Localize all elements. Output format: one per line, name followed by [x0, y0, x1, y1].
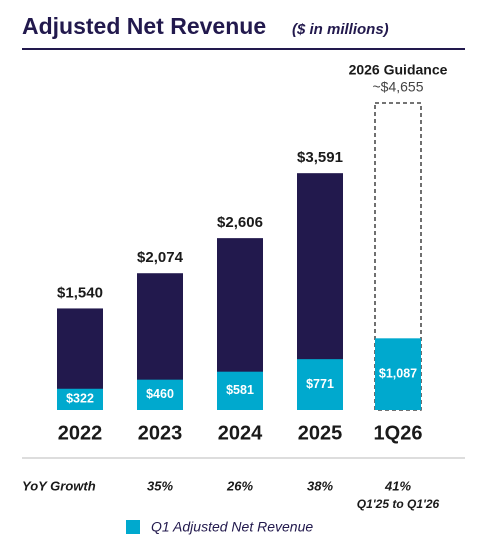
x-tick-label: 2022 [58, 422, 103, 444]
chart-title: Adjusted Net Revenue [22, 13, 266, 39]
x-tick-label: 2025 [298, 422, 343, 444]
annotation: 2026 Guidance [349, 62, 448, 78]
growth-value: 38% [307, 478, 333, 493]
growth-note: Q1'25 to Q1'26 [357, 497, 440, 511]
value-label: $1,540 [57, 284, 103, 301]
q1-value-label: $1,087 [379, 366, 417, 380]
growth-value: 35% [147, 478, 173, 493]
growth-value: 26% [226, 478, 253, 493]
q1-value-label: $771 [306, 377, 334, 391]
projected-bar [374, 102, 422, 411]
x-tick-label: 2023 [138, 422, 183, 444]
q1-value-label: $322 [66, 392, 94, 406]
x-tick-label: 2024 [218, 422, 263, 444]
growth-value: 41% [384, 478, 411, 493]
value-label: $2,074 [137, 249, 184, 266]
growth-label: YoY Growth [22, 478, 96, 493]
value-label: ~$4,655 [373, 79, 424, 95]
q1-bar [57, 388, 103, 410]
q1-bar [137, 379, 183, 410]
value-label: $2,606 [217, 214, 263, 231]
q1-value-label: $581 [226, 383, 254, 397]
legend-swatch [126, 520, 140, 534]
chart-subtitle: ($ in millions) [292, 21, 389, 38]
q1-bar [217, 371, 263, 410]
q1-value-label: $460 [146, 387, 174, 401]
q1-bar [375, 338, 421, 410]
q1-bar [297, 359, 343, 410]
x-tick-label: 1Q26 [374, 422, 423, 444]
legend-label: Q1 Adjusted Net Revenue [151, 519, 313, 535]
value-label: $3,591 [297, 149, 343, 166]
